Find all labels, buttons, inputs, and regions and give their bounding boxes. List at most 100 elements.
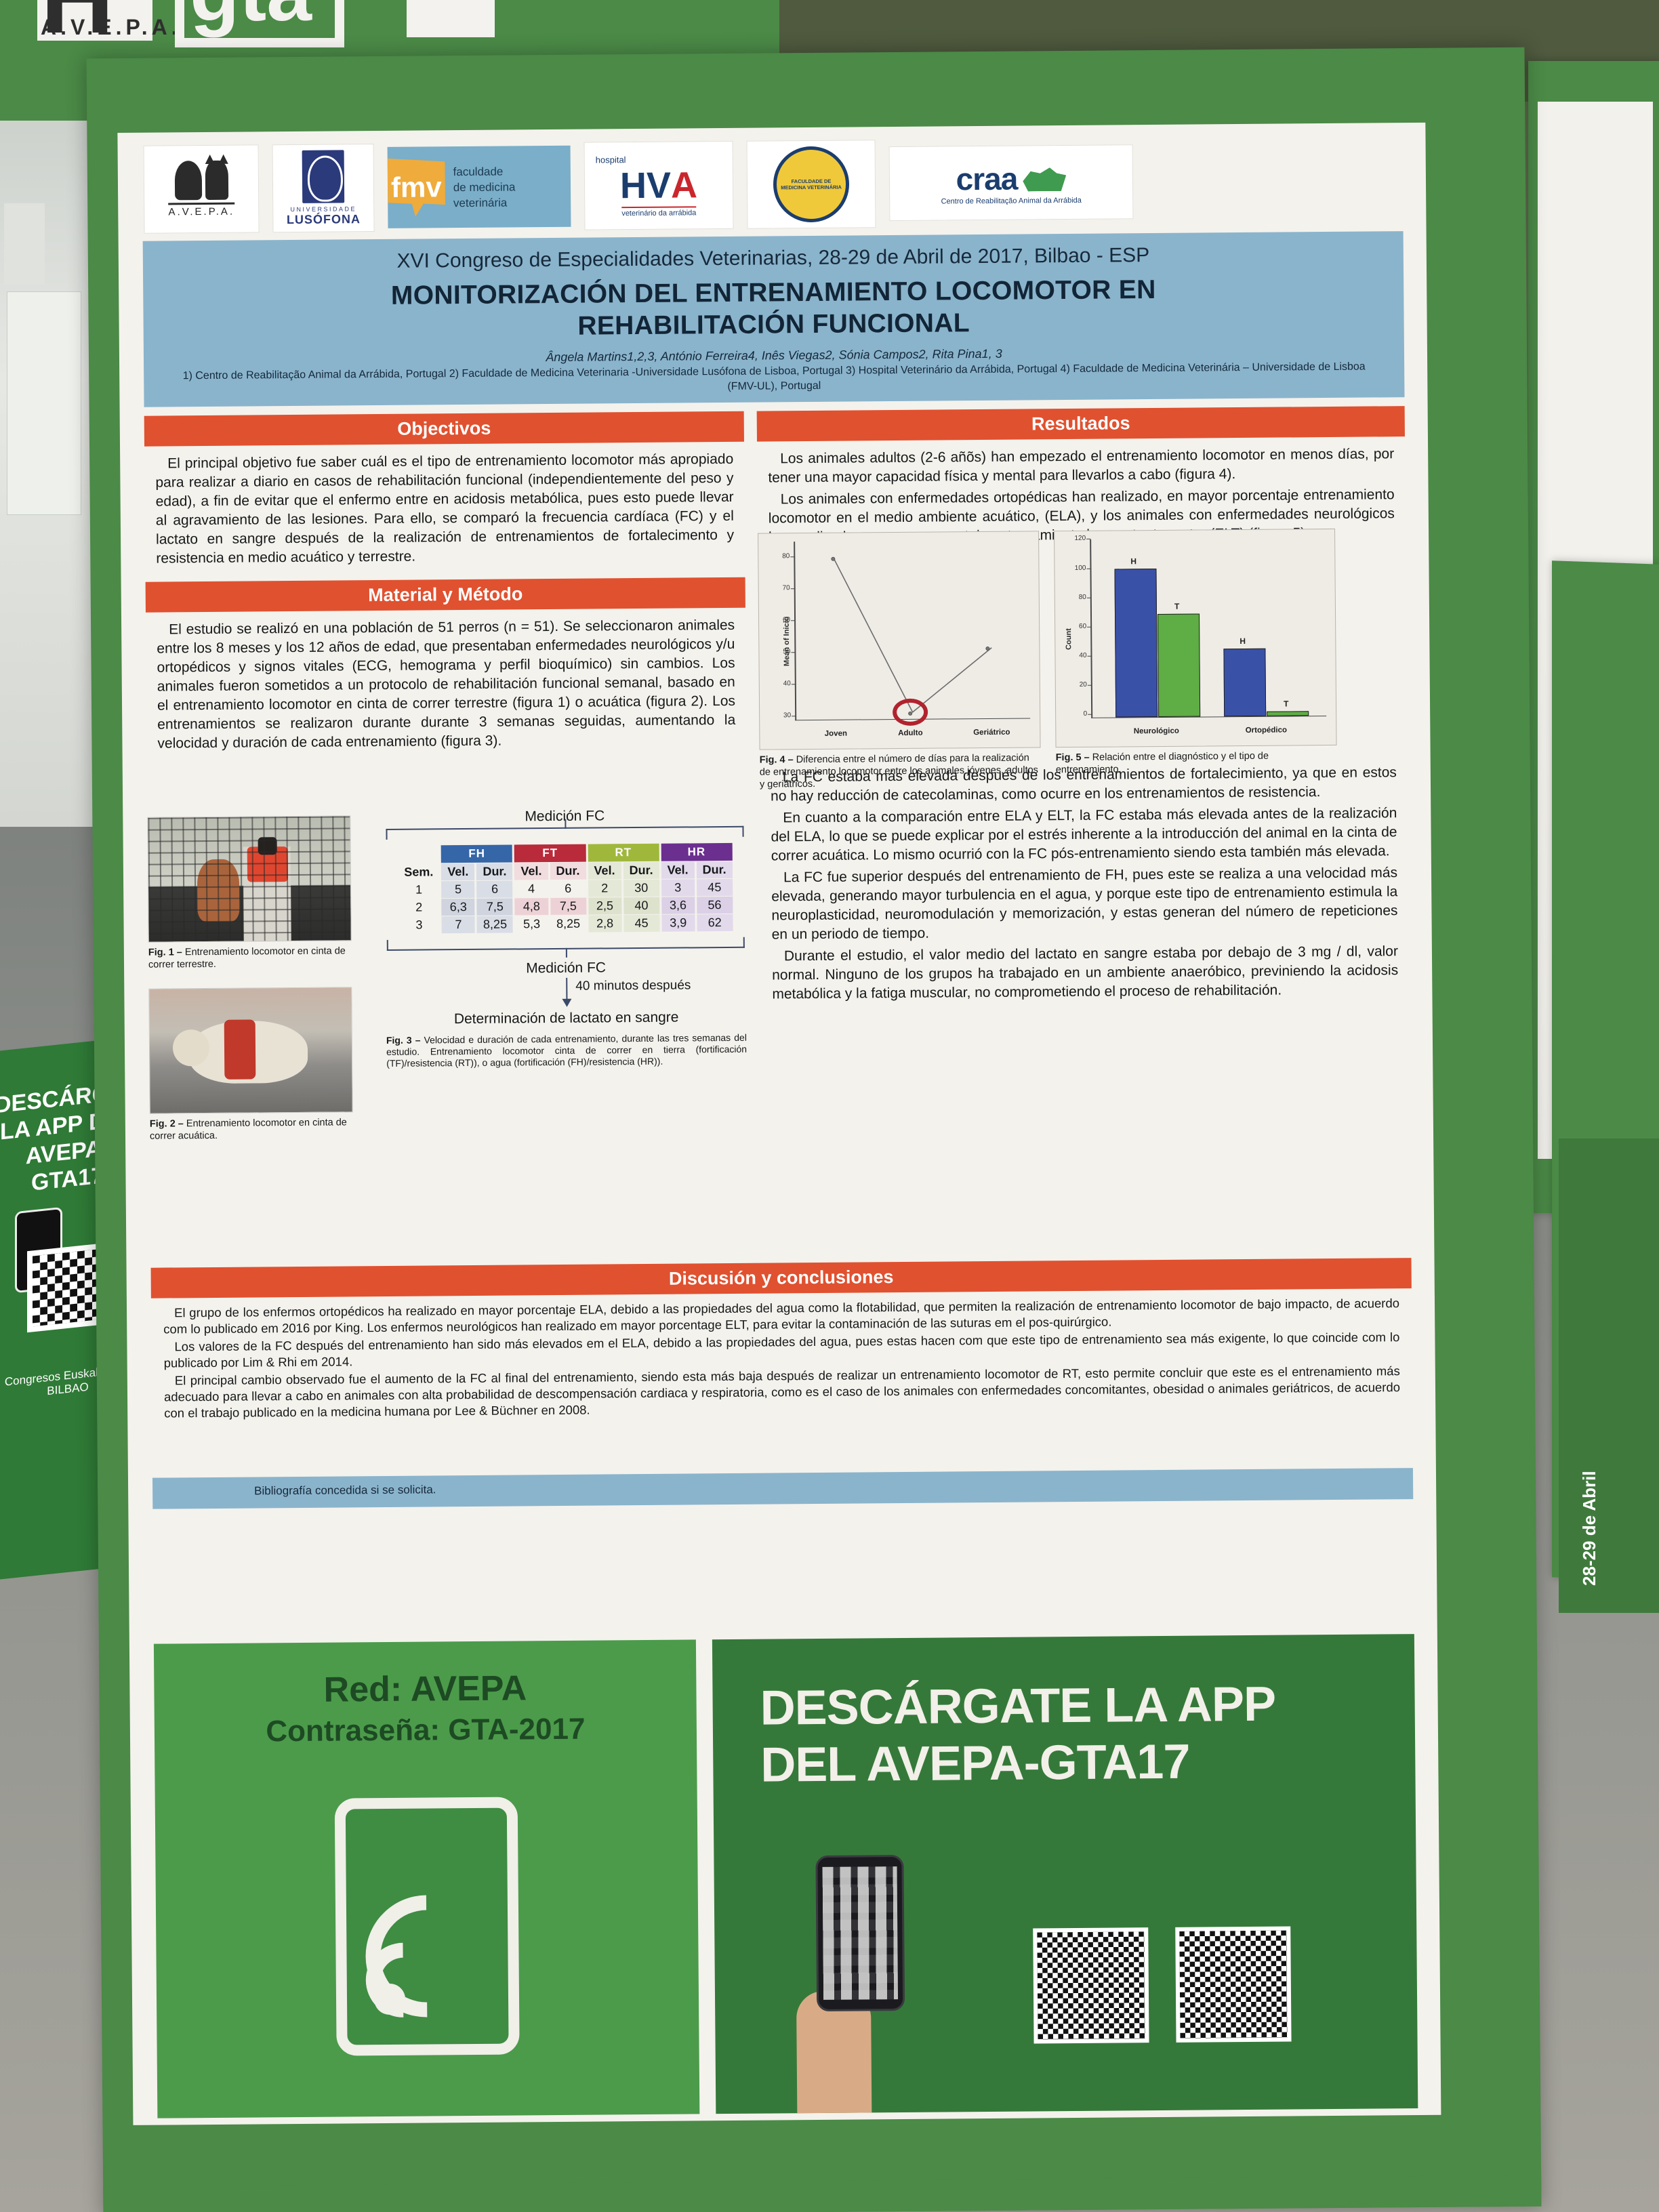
- fc-r3-fh-vel: 7: [441, 916, 476, 934]
- wifi-dot: [373, 1983, 406, 2015]
- fig2-photo-water-treadmill: [148, 987, 353, 1114]
- resultados-paragraph-5: La FC fue superior después del entrenami…: [771, 865, 1398, 943]
- resultados-paragraph-6: Durante el estudio, el valor medio del l…: [772, 943, 1399, 1002]
- fc-r1-hr-vel: 3: [661, 879, 695, 897]
- discusion-body: El grupo de los enfermos ortopédicos ha …: [151, 1288, 1412, 1430]
- qr-code-googleplay-icon[interactable]: [1175, 1926, 1292, 2043]
- fig1-handler: [243, 846, 291, 942]
- fig5-chart: Count 120 100 80 60 40 20 0 H T H: [1054, 528, 1337, 748]
- neighbour-poster-date-label: 28-29 de Abril: [1579, 1471, 1599, 1586]
- avepa-logo-text: A.V.E.P.A.: [168, 202, 235, 218]
- fc-r1-fh-dur: 6: [476, 880, 513, 898]
- fig4-line-series: [833, 558, 992, 714]
- fig4-chart: Mean of Inicio 80 70 60 50 40 30: [758, 531, 1041, 750]
- discusion-section: Discusión y conclusiones El grupo de los…: [150, 1258, 1413, 1430]
- fc-r3-ft-dur: 8,25: [556, 916, 581, 930]
- fig5-block: Count 120 100 80 60 40 20 0 H T H: [1054, 528, 1337, 788]
- fig3-caption-label: Fig. 3 –: [386, 1034, 421, 1046]
- fc-sub-ft-dur: Dur.: [550, 862, 586, 880]
- fc-sub-fh-dur: Dur.: [476, 863, 513, 880]
- fig5-ytick-60: 60: [1063, 623, 1086, 630]
- wifi-network-label: Red: AVEPA: [323, 1668, 527, 1710]
- fc-r3-ft-vel: 5,3: [523, 917, 541, 931]
- resultados-paragraph-1: Los animales adultos (2-6 añõs) han empe…: [768, 446, 1395, 486]
- fig4-ytick-70: 70: [767, 584, 790, 592]
- fig4-ytick-30: 30: [768, 712, 791, 719]
- background-left-panel: [7, 291, 81, 515]
- craa-dog-icon: [1023, 165, 1066, 192]
- fig4-ylabel: Mean of Inicio: [782, 616, 792, 667]
- fc-sem-1: 1: [415, 882, 423, 897]
- fig5-barlabel-orto-h: H: [1240, 636, 1246, 647]
- cat-silhouette-icon: [205, 160, 228, 201]
- fc-measurement-block: Medición FC FH FT RT HR Sem. Vel. Dur.: [382, 807, 750, 1069]
- fig4-xcat-joven: Joven: [824, 729, 848, 738]
- top-sign-card-c: [407, 0, 495, 37]
- fig5-bar-orto-t: [1267, 711, 1309, 716]
- title-band: XVI Congreso de Especialidades Veterinar…: [142, 231, 1405, 407]
- fig5-barlabel-orto-t: T: [1283, 699, 1289, 709]
- top-sign-gta-box: [175, 0, 344, 47]
- fc-r1-fh-vel: 5: [441, 880, 475, 899]
- craa-logo-title: craa: [956, 161, 1018, 197]
- fig5-barlabel-neuro-t: T: [1174, 601, 1180, 611]
- wifi-icon: [334, 1797, 520, 2056]
- fig4-ytick-80: 80: [766, 552, 790, 560]
- objectivos-body: El principal objetivo fue saber cuál es …: [144, 442, 745, 575]
- fc-r2-ft-dur: 7,5: [550, 897, 587, 916]
- brace-top: [386, 825, 744, 840]
- globe-icon: [302, 149, 345, 203]
- fc-r2-fh-vel: 6,3: [441, 898, 475, 916]
- lusofona-logo-line2: LUSÓFONA: [286, 211, 361, 226]
- bottom-banner: Red: AVEPA Contraseña: GTA-2017 DESCÁRGA…: [153, 1634, 1418, 2118]
- top-sign-h-glyph: H: [41, 0, 114, 56]
- fig5-ytick-100: 100: [1063, 565, 1086, 572]
- fig4-highlight-circle: [892, 698, 928, 726]
- fig4-point-geriatrico: [985, 646, 990, 651]
- hva-logo-v: V: [646, 165, 672, 206]
- fmvul-logo: FACULDADE DE MEDICINA VETERINÁRIA: [746, 140, 876, 229]
- fig4-plot: 80 70 60 50 40 30 Joven Adulto Geriátric…: [782, 539, 1031, 738]
- fc-sub-hr-vel: Vel.: [661, 861, 695, 879]
- figures-and-table-row: Fig. 1 – Entrenamiento locomotor en cint…: [147, 808, 750, 1143]
- fig5-xcat-ortopedico: Ortopédico: [1245, 726, 1288, 735]
- hva-logo-h: H: [619, 165, 647, 206]
- fc-group-ft: FT: [514, 844, 586, 863]
- avepa-logo: A.V.E.P.A.: [143, 144, 260, 234]
- background-left-panel-small: [4, 203, 45, 285]
- table-row: 1 5 6 4 6 2 30 3 45: [398, 878, 733, 899]
- fig5-y-axis: [1090, 539, 1092, 718]
- fig4-ytick-40: 40: [768, 680, 791, 687]
- hva-logo-sub: veterinário da arrábida: [621, 205, 697, 218]
- affiliations-line1: 1) Centro de Reabilitação Animal da Arrá…: [182, 364, 968, 382]
- fc-r2-fh-dur: 7,5: [476, 898, 513, 916]
- fc-table: FH FT RT HR Sem. Vel. Dur. Vel. Dur. Vel…: [396, 842, 735, 935]
- charts-row: Mean of Inicio 80 70 60 50 40 30: [758, 528, 1408, 790]
- fc-r3-rt-vel: 2,8: [588, 915, 622, 933]
- fmv-logo: fmv faculdade de medicina veterinária: [387, 145, 571, 228]
- fig5-bar-orto-h: [1223, 648, 1267, 717]
- material-paragraph: El estudio se realizó en una población d…: [157, 617, 736, 752]
- resultados-paragraph-4: En cuanto a la comparación entre ELA y E…: [771, 805, 1397, 864]
- fc-sub-rt-dur: Dur.: [623, 861, 659, 880]
- top-sign-gta-label: gta: [190, 0, 312, 39]
- resultados-paragraph-3: La FC estaba más elevada después de los …: [771, 764, 1397, 804]
- fig3-caption-text: Velocidad e duración de cada entrenamien…: [386, 1031, 747, 1069]
- fig5-bar-neuro-t: [1158, 613, 1201, 717]
- section-header-material: Material y Método: [145, 577, 745, 613]
- fig2-caption-label: Fig. 2 –: [149, 1118, 184, 1130]
- fig1-caption: Fig. 1 – Entrenamiento locomotor en cint…: [148, 941, 352, 970]
- top-sign-year-label: 2: [413, 0, 459, 46]
- fig5-ytick-80: 80: [1063, 594, 1086, 601]
- fig1-photo-land-treadmill: [147, 815, 352, 943]
- fig2-dog-vest: [224, 1019, 256, 1080]
- fig4-ytick-50: 50: [767, 648, 790, 655]
- fc-group-rt: RT: [588, 843, 659, 862]
- fc-sub-ft-vel: Vel.: [514, 863, 548, 880]
- section-header-resultados: Resultados: [756, 406, 1405, 442]
- fig4-block: Mean of Inicio 80 70 60 50 40 30: [758, 531, 1041, 790]
- qr-code-appstore-icon[interactable]: [1033, 1927, 1149, 2044]
- fc-sub-rt-vel: Vel.: [588, 862, 621, 880]
- smartphone-icon: [815, 1854, 905, 2012]
- fc-sub-fh-vel: Vel.: [441, 863, 475, 881]
